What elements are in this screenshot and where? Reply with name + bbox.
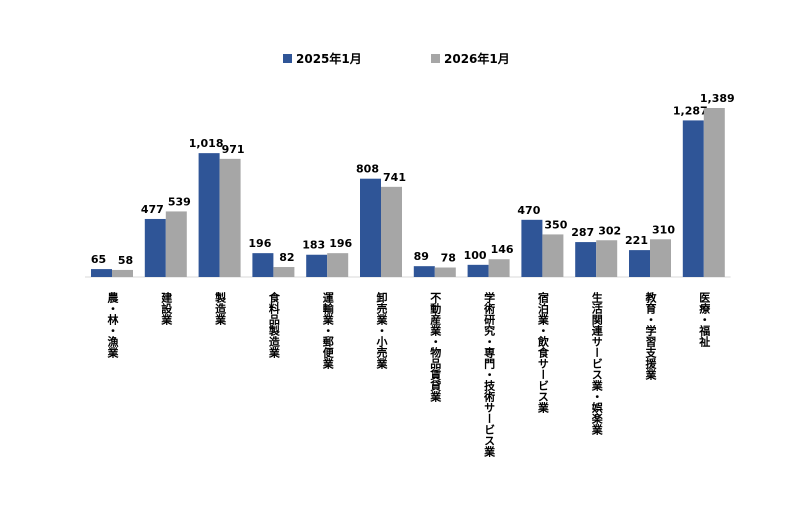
bar — [198, 153, 220, 277]
bar — [703, 108, 725, 277]
legend-item-2025: 2025年1月 — [283, 50, 362, 67]
data-label: 477 — [141, 203, 164, 216]
data-label: 196 — [248, 237, 271, 250]
data-label: 539 — [168, 195, 191, 208]
bar — [360, 178, 381, 277]
bar — [252, 253, 274, 277]
category-label: 運輸業・郵便業 — [321, 292, 335, 369]
category-label: 食料品製造業 — [267, 292, 281, 358]
bar — [306, 254, 328, 277]
data-label: 1,018 — [189, 137, 224, 150]
data-label: 1,389 — [700, 92, 735, 105]
bar — [413, 266, 435, 277]
data-label: 808 — [356, 163, 379, 176]
data-label: 470 — [517, 204, 540, 217]
data-label: 971 — [222, 143, 245, 156]
bar — [521, 219, 543, 277]
category-label: 農・林・漁業 — [106, 292, 119, 358]
category-label: 学術研究・専門・技術サービス業 — [482, 292, 496, 457]
data-label: 100 — [464, 249, 487, 262]
data-label: 82 — [279, 251, 294, 264]
category-label: 宿泊業・飲食サービス業 — [536, 292, 550, 413]
data-label: 58 — [118, 254, 133, 267]
data-label: 78 — [441, 252, 456, 265]
data-label: 196 — [329, 237, 352, 250]
bar — [91, 269, 112, 277]
legend-label: 2026年1月 — [444, 52, 510, 66]
data-label: 1,287 — [673, 104, 708, 117]
bar — [112, 269, 133, 277]
category-label: 卸売業・小売業 — [375, 292, 388, 369]
bar — [144, 218, 166, 277]
legend-swatch — [431, 54, 440, 63]
bar — [381, 186, 402, 277]
bar — [273, 267, 295, 277]
bar — [434, 267, 456, 277]
bar — [575, 242, 597, 277]
data-label: 310 — [652, 223, 675, 236]
bar — [542, 234, 564, 277]
data-label: 183 — [302, 239, 325, 252]
bar — [629, 250, 650, 277]
category-label: 不動産業・物品賃貸業 — [428, 292, 442, 402]
bar — [682, 120, 704, 277]
bar — [165, 211, 187, 277]
bar — [467, 264, 489, 277]
category-label: 生活関連サービス業・娯楽業 — [590, 292, 604, 435]
bar — [327, 253, 349, 277]
category-label: 製造業 — [213, 292, 227, 325]
data-label: 302 — [598, 224, 621, 237]
data-label: 287 — [571, 226, 594, 239]
bar — [219, 158, 241, 277]
bar — [596, 240, 618, 277]
data-label: 146 — [491, 243, 514, 256]
legend-swatch — [283, 54, 292, 63]
category-label: 教育・学習支援業 — [644, 292, 657, 380]
data-label: 221 — [625, 234, 648, 247]
bar — [650, 239, 671, 277]
data-label: 350 — [544, 218, 567, 231]
legend-label: 2025年1月 — [296, 52, 362, 66]
category-label: 医療・福祉 — [697, 292, 711, 347]
data-label: 741 — [383, 171, 406, 184]
legend-item-2026: 2026年1月 — [431, 50, 510, 67]
bar — [488, 259, 510, 277]
data-label: 65 — [91, 253, 106, 266]
data-label: 89 — [414, 250, 429, 263]
category-label: 建設業 — [159, 292, 173, 325]
